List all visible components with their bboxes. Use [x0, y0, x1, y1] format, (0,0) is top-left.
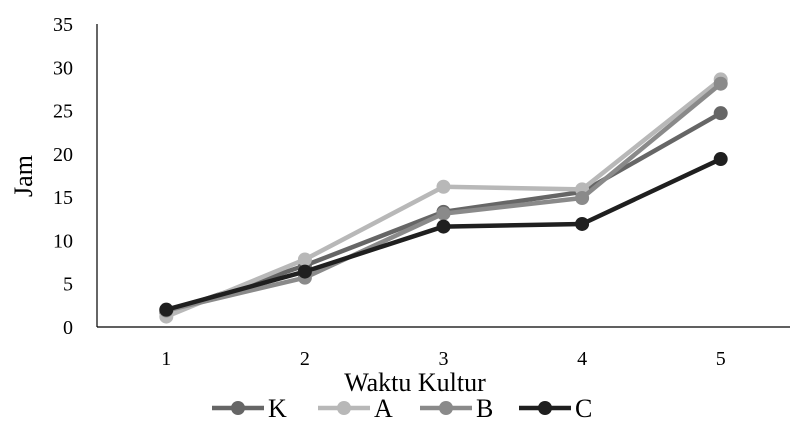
legend-marker [337, 401, 351, 415]
data-point [436, 206, 451, 221]
data-point [297, 264, 312, 279]
y-tick-label: 0 [63, 317, 73, 339]
y-tick-label: 25 [53, 101, 73, 123]
data-point [575, 191, 590, 206]
data-point [436, 179, 451, 194]
legend-marker [439, 401, 453, 415]
y-tick-labels: 0 5 10 15 20 25 30 35 [53, 14, 73, 339]
y-tick-label: 35 [53, 14, 73, 36]
y-axis-title: Jam [9, 155, 38, 197]
y-tick-label: 10 [53, 230, 73, 252]
legend-item: K [212, 394, 287, 421]
data-point [159, 302, 174, 317]
legend-marker [231, 401, 245, 415]
legend-label: A [374, 394, 393, 421]
y-tick-label: 30 [53, 57, 73, 79]
y-tick-label: 15 [53, 187, 73, 209]
y-tick-label: 20 [53, 144, 73, 166]
x-tick-label: 5 [716, 348, 726, 370]
x-tick-label: 1 [161, 348, 171, 370]
legend-label: K [268, 394, 287, 421]
x-tick-labels: 1 2 3 4 5 [161, 348, 725, 370]
legend-label: C [575, 394, 592, 421]
series-C [159, 152, 728, 317]
x-tick-label: 4 [577, 348, 587, 370]
legend-item: C [519, 394, 592, 421]
legend-item: B [420, 394, 493, 421]
legend-label: B [476, 394, 493, 421]
x-tick-label: 2 [300, 348, 310, 370]
series-layer [159, 72, 728, 324]
data-point [297, 252, 312, 267]
x-tick-label: 3 [439, 348, 449, 370]
data-point [713, 152, 728, 167]
data-point [575, 216, 590, 231]
data-point [713, 106, 728, 121]
data-point [436, 219, 451, 234]
legend-item: A [318, 394, 393, 421]
y-tick-label: 5 [63, 274, 73, 296]
legend-marker [538, 401, 552, 415]
x-axis-title: Waktu Kultur [344, 368, 486, 397]
data-point [713, 76, 728, 91]
